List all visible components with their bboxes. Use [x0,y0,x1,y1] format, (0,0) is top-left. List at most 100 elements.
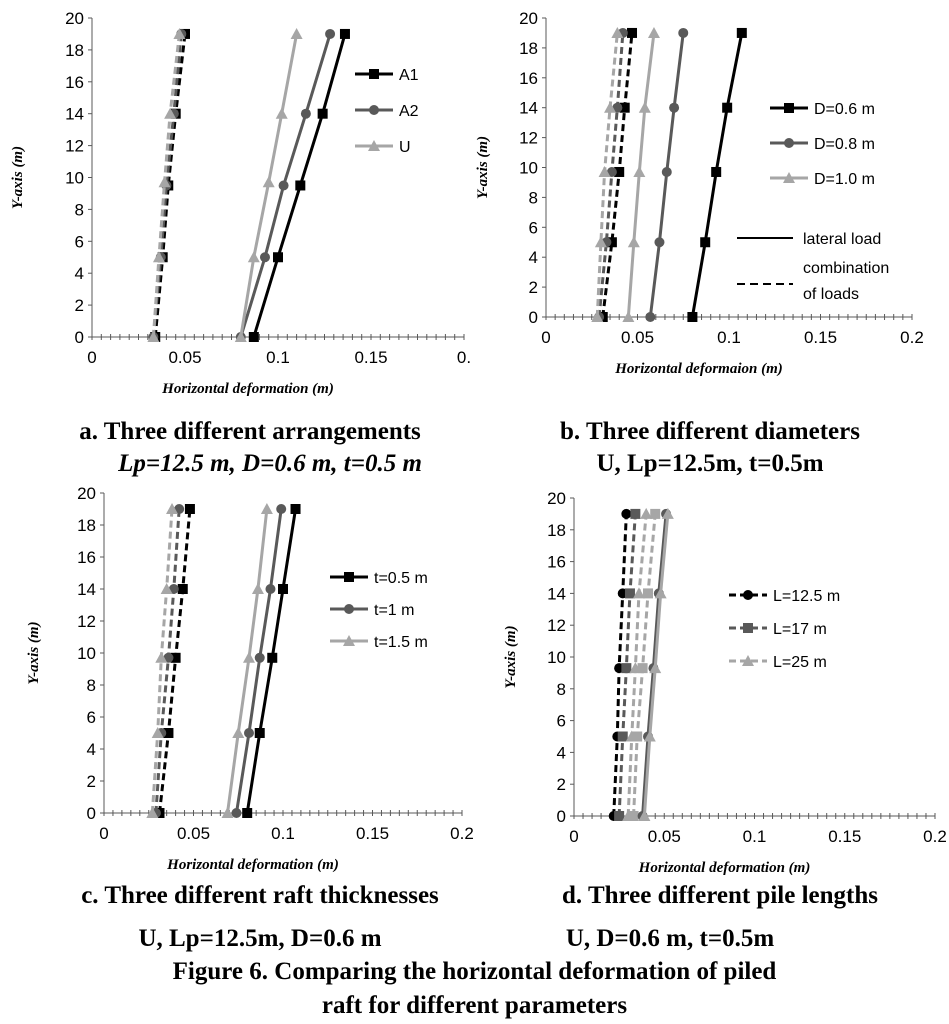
data-point [606,237,617,248]
legend-marker [784,103,794,113]
data-point [260,503,273,514]
y-tick-label: 12 [519,129,538,148]
y-tick-label: 6 [87,708,96,727]
x-tick-label: 0. [457,348,471,367]
legend-entry: A2 [355,103,419,120]
data-point [611,26,624,38]
data-point [630,508,641,519]
y-tick-label: 10 [77,644,96,663]
data-point [168,584,179,594]
x-tick-label: 0.15 [828,827,861,846]
y-tick-label: 0 [87,804,96,823]
legend-label: L=25 m [773,654,827,671]
x-axis-label: Horizontal deformation (m) [166,857,339,873]
data-point [242,651,255,663]
data-point [640,507,653,519]
data-point [621,508,632,519]
figure-caption: Figure 6. Comparing the horizontal defor… [0,955,949,1023]
legend-marker [369,105,379,115]
y-tick-label: 6 [529,218,538,237]
series-1 [614,508,641,821]
data-point [173,27,186,39]
x-tick-label: 0.05 [621,328,654,347]
y-tick-label: 6 [75,232,84,251]
data-point [278,584,288,594]
data-point [243,728,254,738]
data-point [711,166,722,177]
data-point [247,251,260,263]
legend-entry: t=1.5 m [330,634,428,651]
legend-label: t=0.5 m [374,570,428,587]
y-axis-label: Y-axis (m) [503,625,519,688]
data-point [164,107,177,119]
data-point [248,332,259,342]
series-0 [248,28,350,342]
y-tick-label: 4 [87,740,96,759]
y-tick-label: 2 [529,278,538,297]
y-tick-label: 10 [519,159,538,178]
y-tick-label: 2 [87,772,96,791]
data-point [632,731,643,742]
data-point [259,252,270,263]
data-point [278,180,289,191]
caption-d-line2: U, D=0.6 m, t=0.5m [565,925,775,952]
y-tick-label: 18 [65,41,84,60]
data-point [645,312,656,322]
x-tick-label: 0.1 [271,824,295,843]
data-point [290,504,301,514]
data-point [262,176,275,188]
x-tick-label: 0.05 [648,827,681,846]
y-tick-label: 16 [519,69,538,88]
y-tick-label: 14 [77,580,96,599]
x-axis-label: Horizontal deformaion (m) [614,361,783,377]
legend-entry: L=25 m [729,654,827,671]
legend-entry: t=0.5 m [330,570,428,587]
caption-c-line1: c. Three different raft thicknesses [81,882,439,909]
chart-a: 0 2 4 6 8 10 12 14 16 18 20 0 0.05 0.1 0.15 0. Horizonta… [10,9,471,397]
data-point [669,102,680,113]
legend-label: t=1 m [374,602,414,619]
legend-entry: t=1 m [330,602,414,619]
series-1 [235,28,336,342]
data-point [628,811,639,821]
data-point [594,236,607,248]
data-point [637,663,648,674]
legend-extra-entry: lateral load [737,231,881,248]
legend-label: lateral load [803,231,881,248]
y-tick-label: 14 [65,105,84,124]
chart-c: 0 2 4 6 8 10 12 14 16 18 20 0 0.05 0.1 0.15 0.2 Horizont… [26,484,474,873]
x-tick-label: 0.15 [356,824,389,843]
y-axis-label: Y-axis (m) [10,146,26,209]
y-tick-label: 12 [65,137,84,156]
data-point [232,727,245,738]
y-tick-label: 0 [75,328,84,347]
caption-b-line2: U, Lp=12.5m, t=0.5m [596,450,824,477]
x-tick-label: 0 [541,328,550,347]
chart-d: 0 2 4 6 8 10 12 14 16 18 20 0 0.05 0.1 0.15 0.2 Horizont… [503,489,947,876]
y-tick-label: 10 [547,648,566,667]
legend-label: D=0.6 m [814,101,875,118]
caption-a-line1: a. Three different arrangements [79,418,421,445]
x-tick-label: 0.2 [900,328,924,347]
data-point [638,101,651,113]
x-tick-label: 0.05 [177,824,210,843]
data-point [170,652,181,663]
data-point [619,102,630,113]
y-tick-label: 0 [557,807,566,826]
data-point [158,176,171,188]
legend-entry: A1 [355,67,419,84]
x-tick-label: 0.2 [923,827,947,846]
data-point [234,331,247,342]
data-point [687,312,698,322]
y-tick-label: 4 [75,264,84,283]
data-point [654,237,665,248]
data-point [166,503,179,514]
legend-label: A1 [399,67,419,84]
data-point [295,180,306,191]
series-5 [638,507,674,821]
legend-label: L=12.5 m [773,588,840,605]
data-point [661,166,672,177]
series-5 [147,27,186,342]
